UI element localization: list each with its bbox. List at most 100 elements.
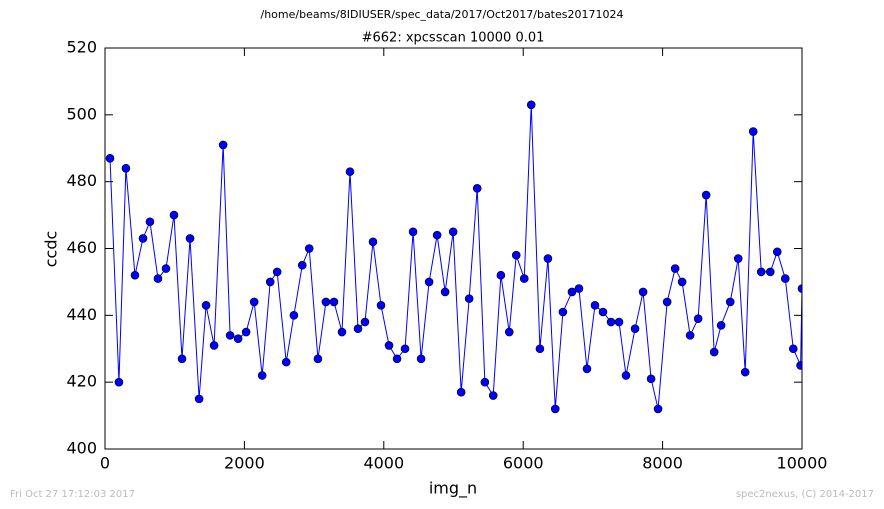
chart-title: #662: xpcsscan 10000 0.01 [362, 31, 545, 46]
data-point [756, 267, 766, 277]
data-point [662, 297, 672, 307]
data-point [368, 237, 378, 247]
plot-area [105, 100, 802, 414]
data-point [241, 327, 251, 337]
data-point [733, 254, 743, 263]
data-point [464, 294, 474, 303]
data-point [233, 334, 243, 344]
data-point [249, 297, 259, 307]
data-point [472, 184, 482, 193]
data-point [574, 284, 584, 293]
y-tick-label: 460 [66, 238, 97, 257]
y-axis-label: ccdc [42, 231, 61, 268]
data-point [748, 127, 758, 136]
data-point [130, 270, 140, 280]
data-point [408, 227, 418, 237]
data-point [621, 371, 631, 380]
data-point [630, 324, 640, 334]
data-point [289, 311, 299, 320]
data-point [201, 301, 211, 310]
data-point [677, 277, 687, 287]
data-point [693, 314, 703, 323]
data-point [185, 234, 195, 243]
data-point [448, 227, 458, 237]
data-point [265, 277, 275, 287]
data-point [614, 317, 624, 327]
data-point [177, 354, 187, 364]
data-point [281, 357, 291, 367]
data-point [392, 354, 402, 364]
data-point [598, 307, 608, 317]
data-point [440, 287, 450, 297]
data-point [685, 331, 695, 340]
data-point [709, 347, 719, 357]
data-point [701, 190, 711, 200]
data-point [424, 277, 434, 287]
data-point [145, 217, 155, 227]
footer-left: Fri Oct 27 17:12:03 2017 [10, 489, 135, 500]
x-tick-label: 0 [100, 454, 110, 473]
data-point [416, 354, 426, 364]
data-point [329, 297, 339, 307]
data-point [169, 210, 179, 220]
y-tick-label: 520 [66, 38, 97, 57]
data-point [153, 274, 163, 283]
data-point [535, 344, 545, 354]
data-point [161, 264, 171, 273]
data-point [456, 387, 466, 397]
data-point [376, 301, 386, 310]
data-point [321, 297, 331, 307]
data-point [725, 297, 735, 307]
data-point [550, 404, 560, 414]
data-point [480, 377, 490, 387]
data-point [590, 301, 600, 310]
x-tick-label: 2000 [224, 454, 265, 473]
data-point [796, 361, 802, 370]
data-point [740, 367, 750, 377]
data-point [114, 377, 124, 387]
data-point [225, 331, 235, 340]
y-tick-label: 500 [66, 104, 97, 123]
data-point [432, 230, 442, 240]
data-point [582, 364, 592, 374]
data-point [638, 287, 648, 297]
data-point [670, 264, 680, 273]
data-point [606, 317, 616, 327]
data-point [653, 404, 663, 414]
footer-right: spec2nexus, (C) 2014-2017 [736, 489, 874, 500]
data-point [519, 274, 529, 283]
data-point [558, 307, 568, 317]
data-point [567, 287, 577, 297]
data-point [360, 317, 370, 327]
data-point [488, 391, 498, 400]
data-point [716, 321, 726, 330]
data-point [400, 344, 410, 354]
data-point [218, 140, 228, 150]
data-point [209, 341, 219, 350]
data-point [297, 260, 307, 270]
data-point [765, 267, 775, 277]
y-tick-label: 400 [66, 439, 97, 458]
data-point [780, 274, 790, 283]
y-tick-label: 420 [66, 372, 97, 391]
data-point [353, 324, 363, 334]
data-point [543, 254, 553, 263]
data-point [797, 284, 802, 293]
data-point [105, 153, 115, 163]
x-axis-label: img_n [429, 479, 477, 499]
data-point [511, 250, 521, 260]
data-point [272, 267, 282, 277]
data-point [194, 394, 204, 404]
x-tick-label: 4000 [363, 454, 404, 473]
data-point [526, 100, 536, 110]
data-point [121, 164, 131, 173]
data-point [257, 371, 267, 380]
data-point [788, 344, 798, 354]
y-tick-label: 440 [66, 305, 97, 324]
data-point [337, 327, 347, 337]
data-point [504, 327, 514, 337]
data-point [138, 234, 148, 243]
data-point [646, 374, 656, 384]
